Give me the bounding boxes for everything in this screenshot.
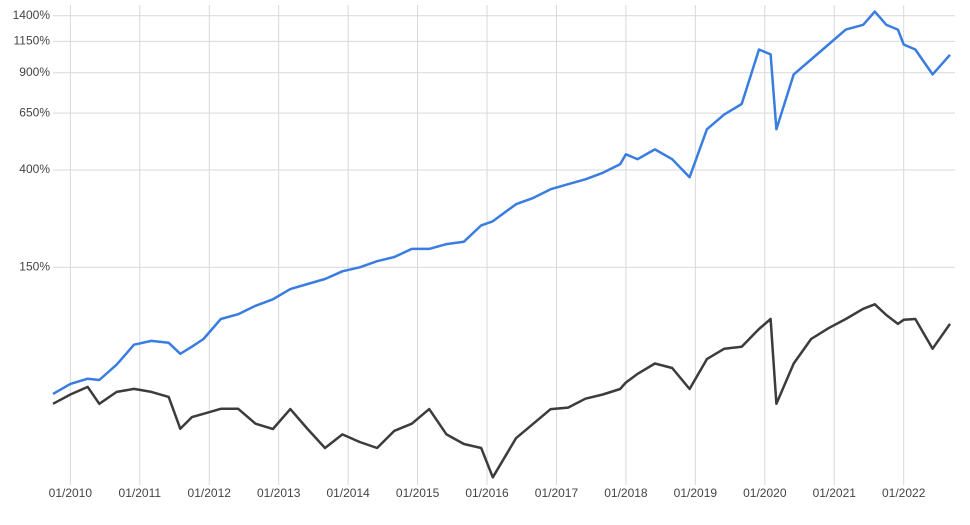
y-tick-label: 650% (19, 105, 50, 119)
y-tick-label: 400% (19, 162, 50, 176)
x-tick-label: 01/2016 (465, 486, 509, 500)
x-tick-label: 01/2015 (396, 486, 440, 500)
x-tick-label: 01/2012 (188, 486, 232, 500)
x-tick-label: 01/2013 (257, 486, 301, 500)
x-tick-label: 01/2010 (49, 486, 93, 500)
x-tick-label: 01/2014 (326, 486, 370, 500)
y-tick-label: 1150% (14, 34, 51, 48)
x-tick-label: 01/2019 (674, 486, 718, 500)
x-tick-label: 01/2011 (119, 486, 162, 500)
x-tick-label: 01/2021 (813, 486, 857, 500)
y-tick-label: 150% (19, 259, 50, 273)
x-tick-label: 01/2018 (604, 486, 648, 500)
y-tick-label: 1400% (13, 8, 51, 22)
x-tick-label: 01/2020 (743, 486, 787, 500)
line-series (52, 303, 952, 479)
x-tick-label: 01/2017 (535, 486, 579, 500)
x-tick-label: 01/2022 (882, 486, 926, 500)
y-tick-label: 900% (19, 65, 50, 79)
line-series (52, 10, 951, 395)
